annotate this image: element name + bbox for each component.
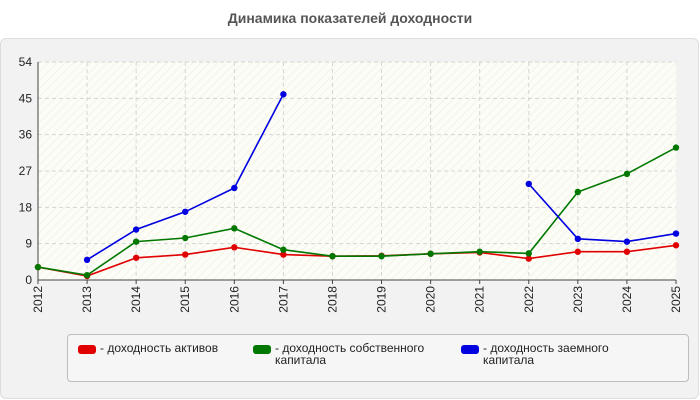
data-point (525, 180, 532, 188)
legend-label-debt: - доходность заемного капитала (483, 341, 609, 367)
x-tick-label: 2017 (276, 286, 290, 313)
grid-lines (38, 61, 676, 280)
x-tick-label: 2014 (129, 286, 143, 313)
data-point (378, 252, 385, 260)
series-line (37, 146, 677, 277)
data-point (182, 208, 189, 215)
data-point (672, 144, 680, 151)
x-tick-label: 2024 (620, 286, 634, 313)
data-point (574, 248, 582, 255)
data-point (231, 225, 238, 232)
data-point (574, 235, 582, 243)
data-point (623, 248, 631, 255)
x-tick-label: 2016 (227, 286, 241, 313)
series-2 (83, 91, 680, 264)
legend: - доходность активов - доходность собств… (67, 334, 689, 382)
data-point (182, 234, 189, 242)
data-point (672, 230, 680, 237)
y-tick-label: 18 (19, 200, 33, 214)
legend-label-assets: - доходность активов (100, 341, 219, 355)
x-tick-label: 2015 (178, 286, 192, 313)
series-1 (34, 144, 680, 279)
data-point (525, 255, 532, 262)
legend-swatch-equity (253, 345, 271, 354)
series-line (528, 183, 677, 243)
x-tick-label: 2022 (522, 286, 536, 313)
data-point (132, 254, 140, 261)
data-point (83, 256, 91, 264)
data-point (280, 91, 287, 98)
data-point (231, 184, 238, 192)
x-tick-label: 2023 (571, 286, 585, 313)
legend-label-equity: - доходность собственного капитала (275, 341, 425, 367)
axes: 0 9 18 27 36 45 54 2012 2013 2014 2015 2016 2017 2018… (19, 55, 683, 313)
data-point (623, 238, 631, 245)
x-tick-label: 2013 (80, 286, 94, 313)
y-tick-label: 36 (19, 128, 33, 142)
x-tick-label: 2019 (375, 286, 389, 313)
x-tick-label: 2021 (473, 286, 487, 313)
y-tick-label: 54 (19, 55, 33, 69)
legend-item-debt: - доходность заемного капитала (461, 342, 631, 366)
chart-title: Динамика показателей доходности (227, 10, 473, 26)
data-point (329, 252, 336, 260)
data-point (182, 251, 189, 258)
y-tick-label: 0 (25, 273, 32, 287)
legend-swatch-debt (461, 345, 479, 354)
legend-item-equity: - доходность собственного капитала (253, 342, 443, 366)
legend-swatch-assets (78, 345, 96, 354)
data-point (132, 226, 140, 233)
x-tick-label: 2018 (325, 286, 339, 313)
data-point (132, 238, 140, 245)
x-tick-label: 2025 (669, 286, 683, 313)
y-tick-label: 9 (25, 237, 32, 251)
x-tick-label: 2020 (424, 286, 438, 313)
data-point (280, 251, 287, 258)
series-lines (34, 91, 680, 280)
data-point (83, 271, 91, 279)
x-tick-label: 2012 (31, 286, 45, 313)
data-point (34, 263, 42, 271)
data-point (525, 250, 532, 257)
data-point (623, 170, 631, 178)
y-tick-label: 27 (19, 164, 33, 178)
data-point (231, 244, 238, 251)
data-point (427, 250, 434, 257)
data-point (280, 246, 287, 253)
legend-item-assets: - доходность активов (78, 342, 248, 354)
data-point (574, 188, 582, 196)
y-tick-label: 45 (19, 91, 33, 105)
data-point (672, 242, 680, 249)
data-point (476, 248, 483, 255)
